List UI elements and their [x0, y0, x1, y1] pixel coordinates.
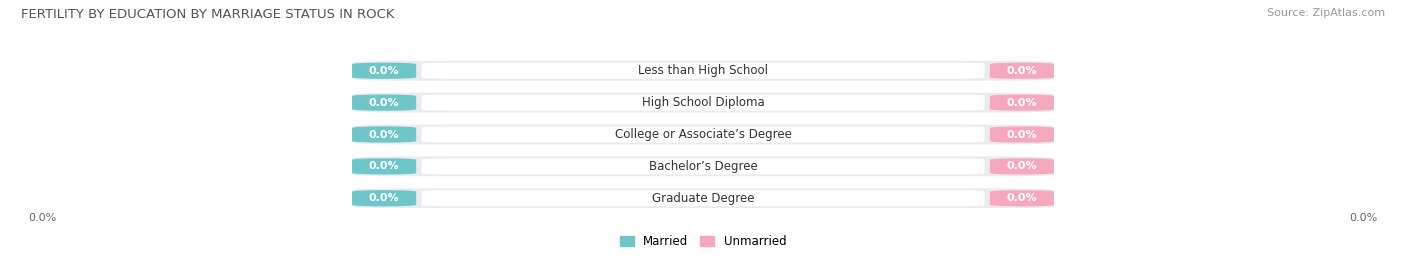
Text: 0.0%: 0.0%	[368, 129, 399, 140]
Text: 0.0%: 0.0%	[1007, 98, 1038, 108]
FancyBboxPatch shape	[422, 63, 984, 79]
FancyBboxPatch shape	[352, 94, 416, 111]
Text: 0.0%: 0.0%	[1007, 161, 1038, 171]
FancyBboxPatch shape	[990, 63, 1054, 79]
FancyBboxPatch shape	[352, 61, 1054, 81]
Text: High School Diploma: High School Diploma	[641, 96, 765, 109]
FancyBboxPatch shape	[990, 158, 1054, 175]
FancyBboxPatch shape	[352, 63, 416, 79]
FancyBboxPatch shape	[352, 190, 416, 206]
FancyBboxPatch shape	[422, 126, 984, 143]
FancyBboxPatch shape	[422, 94, 984, 111]
FancyBboxPatch shape	[422, 158, 984, 175]
Text: Source: ZipAtlas.com: Source: ZipAtlas.com	[1267, 8, 1385, 18]
Text: 0.0%: 0.0%	[28, 213, 56, 223]
FancyBboxPatch shape	[352, 188, 1054, 208]
FancyBboxPatch shape	[422, 190, 984, 206]
Text: 0.0%: 0.0%	[368, 98, 399, 108]
Text: 0.0%: 0.0%	[1007, 193, 1038, 203]
FancyBboxPatch shape	[990, 190, 1054, 206]
Text: 0.0%: 0.0%	[368, 161, 399, 171]
FancyBboxPatch shape	[352, 126, 416, 143]
Text: 0.0%: 0.0%	[1007, 66, 1038, 76]
Text: Graduate Degree: Graduate Degree	[652, 192, 754, 205]
FancyBboxPatch shape	[352, 158, 416, 175]
FancyBboxPatch shape	[352, 93, 1054, 112]
Legend: Married, Unmarried: Married, Unmarried	[614, 230, 792, 253]
FancyBboxPatch shape	[990, 94, 1054, 111]
Text: Less than High School: Less than High School	[638, 64, 768, 77]
Text: 0.0%: 0.0%	[368, 66, 399, 76]
Text: College or Associate’s Degree: College or Associate’s Degree	[614, 128, 792, 141]
FancyBboxPatch shape	[352, 125, 1054, 144]
Text: 0.0%: 0.0%	[368, 193, 399, 203]
Text: Bachelor’s Degree: Bachelor’s Degree	[648, 160, 758, 173]
Text: 0.0%: 0.0%	[1350, 213, 1378, 223]
Text: 0.0%: 0.0%	[1007, 129, 1038, 140]
FancyBboxPatch shape	[990, 126, 1054, 143]
Text: FERTILITY BY EDUCATION BY MARRIAGE STATUS IN ROCK: FERTILITY BY EDUCATION BY MARRIAGE STATU…	[21, 8, 395, 21]
FancyBboxPatch shape	[352, 157, 1054, 176]
